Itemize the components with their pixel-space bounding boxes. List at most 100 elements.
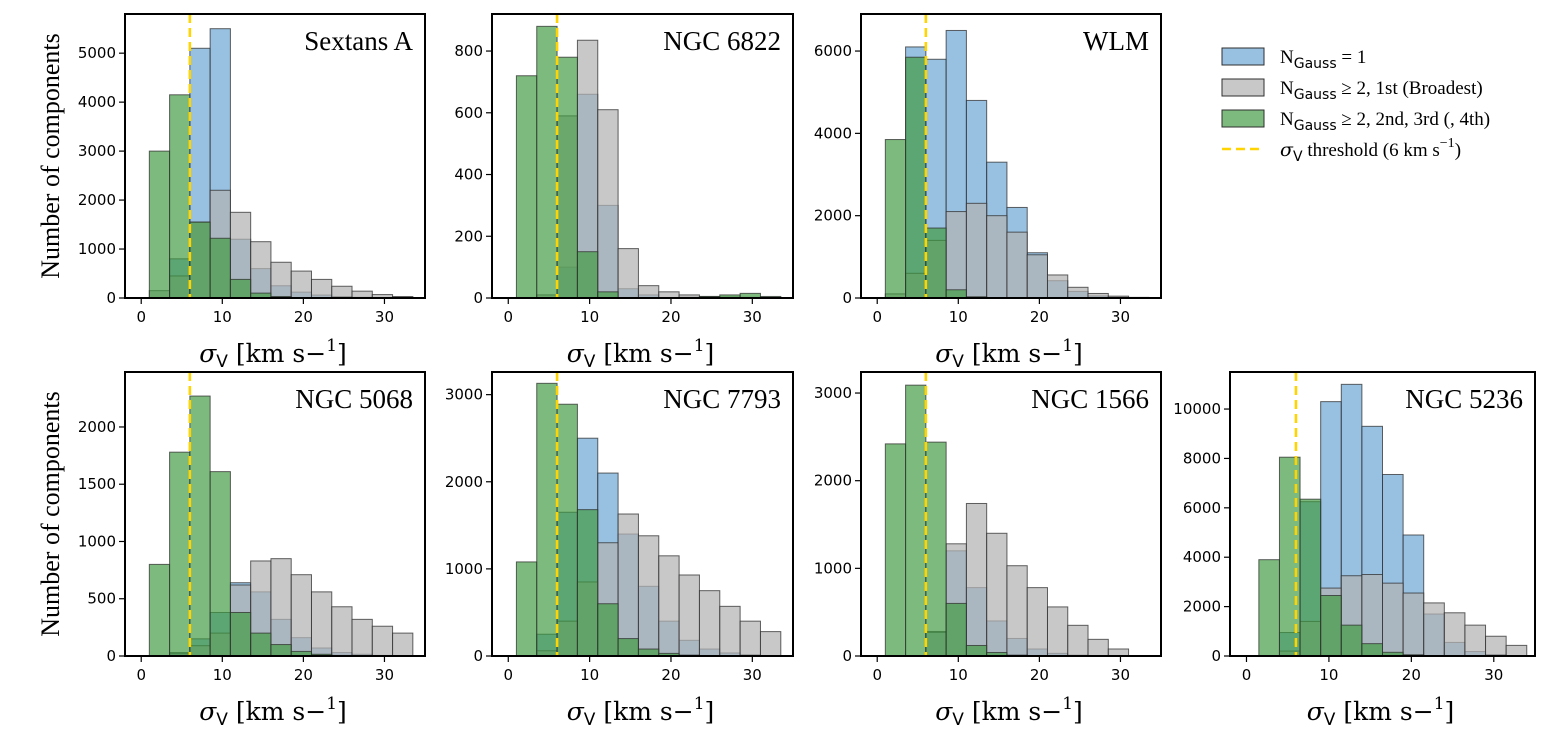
- bar-narrow: [169, 94, 191, 298]
- x-tick-label: 10: [949, 308, 968, 326]
- x-tick-label: 20: [294, 308, 313, 326]
- bar-broad: [1026, 254, 1048, 298]
- legend-label-close: ): [1455, 140, 1461, 161]
- bar-narrow: [576, 509, 599, 656]
- bar-broad: [698, 590, 721, 656]
- bar-narrow: [576, 251, 599, 298]
- x-axis-label: σV [km s−1]: [567, 336, 715, 372]
- bar-narrow: [189, 221, 211, 298]
- x-axis-label-exponent: 1: [326, 336, 337, 356]
- bar-broad: [719, 605, 741, 656]
- axes-frame: [860, 371, 1162, 657]
- legend-label: NGauss = 1: [1280, 47, 1366, 72]
- bar-broad: [1443, 612, 1466, 656]
- x-axis-label-unit: [km s−: [964, 339, 1062, 368]
- series-narrow: [884, 384, 1028, 656]
- y-tick-label: 600: [454, 104, 483, 122]
- panel-title: NGC 6822: [663, 26, 781, 56]
- bar-narrow: [209, 471, 231, 656]
- y-tick-label: 3000: [814, 384, 852, 402]
- y-tick-label: 0: [842, 289, 852, 307]
- plot-area: [884, 14, 1150, 298]
- bar-narrow: [1258, 559, 1280, 656]
- y-tick-label: 5000: [78, 44, 116, 62]
- legend-label-n: N: [1280, 109, 1294, 130]
- y-tick-label: 2000: [78, 418, 116, 436]
- x-tick-label: 10: [580, 308, 599, 326]
- x-tick-label: 0: [136, 308, 146, 326]
- bar-broad: [290, 270, 312, 298]
- bar-broad: [945, 211, 967, 298]
- bar-broad: [617, 248, 639, 298]
- bar-broad: [1464, 624, 1487, 656]
- x-axis-label: σV [km s−1]: [935, 694, 1083, 729]
- bar-narrow: [536, 382, 558, 656]
- x-tick-label: 20: [661, 666, 680, 684]
- x-tick-label: 30: [743, 308, 762, 326]
- panel-ngc-6822: 0 10 20 30 0 200 400 600 800 NGC 6822 σV [km s−1]: [454, 13, 794, 372]
- y-tick-label: 0: [1211, 647, 1221, 665]
- series-narrow: [148, 94, 292, 298]
- bar-narrow: [905, 56, 927, 298]
- plot-area: [148, 14, 414, 298]
- plot-area: [148, 372, 414, 656]
- panel-title: NGC 1566: [1031, 384, 1149, 414]
- bar-broad: [986, 215, 1008, 298]
- y-tick-label: 0: [106, 647, 116, 665]
- bar-narrow: [515, 561, 538, 656]
- legend-label-rest: ≥ 2, 2nd, 3rd (, 4th): [1337, 109, 1490, 130]
- legend-label: σV threshold (6 km s−1): [1280, 136, 1461, 165]
- x-tick-label: 0: [136, 666, 146, 684]
- x-axis-label-exponent: 1: [1062, 694, 1073, 714]
- x-axis-label-exponent: 1: [694, 336, 705, 356]
- bar-broad: [351, 290, 373, 298]
- legend-entry-single: NGauss = 1: [1221, 47, 1366, 72]
- bar-narrow: [270, 644, 292, 656]
- legend-label: NGauss ≥ 2, 1st (Broadest): [1280, 78, 1483, 103]
- x-tick-label: 20: [1402, 666, 1421, 684]
- bar-broad: [392, 632, 414, 656]
- x-axis-label-sub: V: [216, 352, 228, 372]
- x-tick-label: 20: [294, 666, 313, 684]
- y-tick-label: 1000: [445, 560, 483, 578]
- y-tick-label: 0: [473, 647, 483, 665]
- y-axis-label: Number of components: [36, 391, 65, 637]
- bar-narrow: [209, 237, 231, 298]
- bar-broad: [986, 532, 1008, 656]
- panel-title: WLM: [1083, 26, 1149, 56]
- series-broad: [169, 558, 414, 656]
- bar-broad: [1006, 231, 1028, 298]
- x-axis-label-exponent: 1: [326, 694, 337, 714]
- bar-broad: [759, 631, 782, 656]
- bar-narrow: [884, 139, 907, 298]
- legend-label-rest: threshold (6 km s: [1303, 140, 1440, 161]
- x-axis-label-unit: [km s−: [964, 697, 1062, 726]
- x-tick-label: 20: [661, 308, 680, 326]
- y-tick-label: 1000: [78, 240, 116, 258]
- bar-broad: [310, 278, 333, 298]
- y-tick-label: 6000: [1183, 499, 1221, 517]
- bar-narrow: [617, 638, 639, 656]
- bar-broad: [1423, 602, 1445, 656]
- x-axis-label-sigma: σ: [1307, 697, 1325, 726]
- bar-narrow: [945, 602, 967, 656]
- x-axis-label-sub: V: [1324, 710, 1336, 729]
- x-axis-label: σV [km s−1]: [567, 694, 715, 729]
- bar-broad: [637, 285, 660, 298]
- y-tick-label: 0: [842, 647, 852, 665]
- bar-broad: [965, 202, 988, 298]
- bar-broad: [1485, 635, 1507, 656]
- plot-area: [1258, 372, 1528, 656]
- axes-frame: [860, 13, 1162, 299]
- bar-narrow: [884, 443, 907, 656]
- axes-frame: [491, 13, 794, 299]
- bar-broad: [1046, 606, 1069, 656]
- x-axis-label-sub: V: [952, 710, 964, 729]
- legend-label-sub: V: [1293, 149, 1303, 165]
- series-narrow: [515, 25, 782, 298]
- bar-narrow: [290, 650, 312, 656]
- x-axis-label: σV [km s−1]: [199, 336, 347, 372]
- axes-frame: [124, 371, 426, 657]
- y-tick-label: 3000: [445, 386, 483, 404]
